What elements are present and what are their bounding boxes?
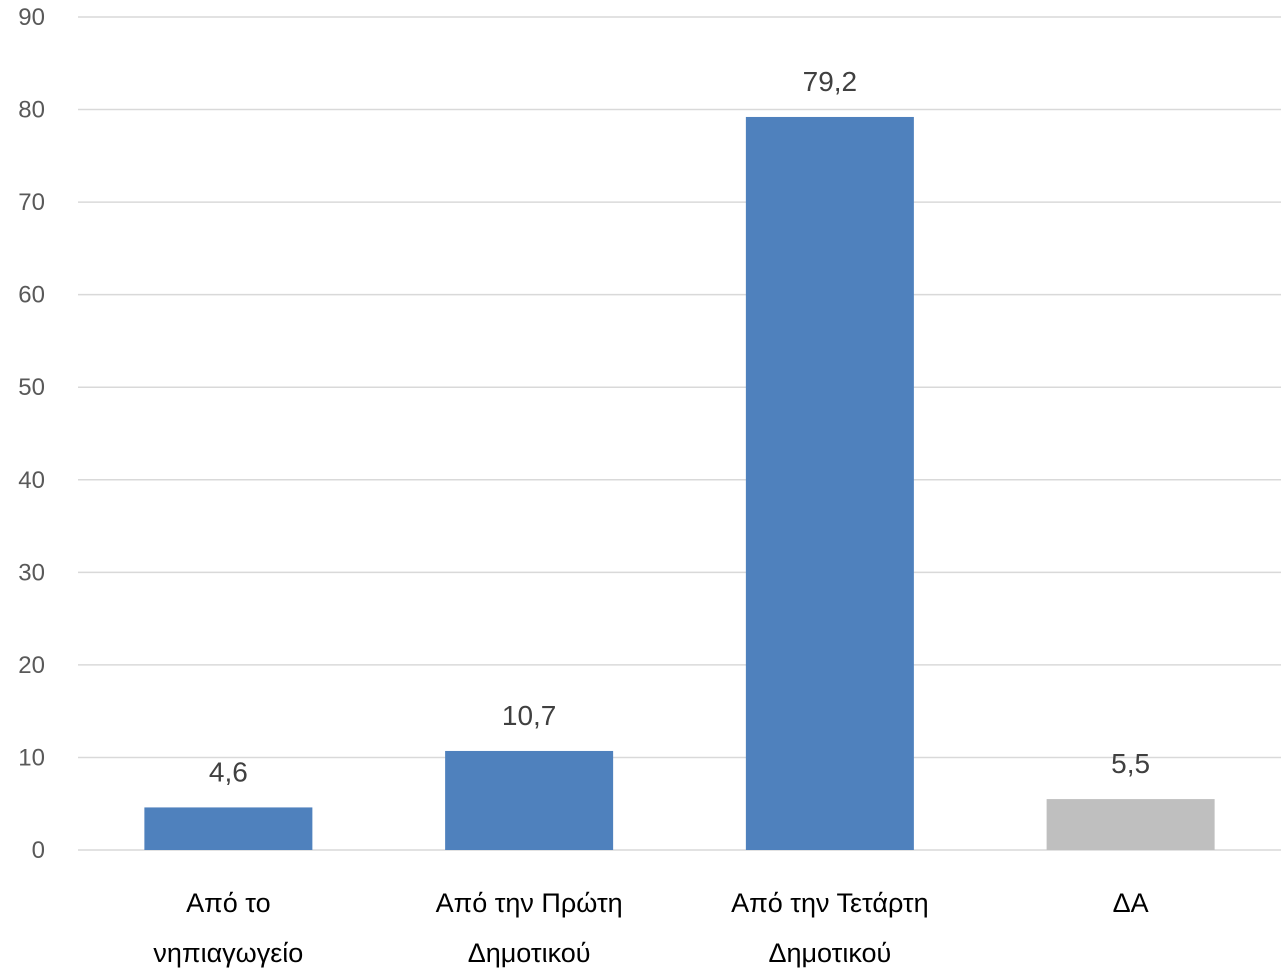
category-label: Από την Τετάρτη [731,888,928,918]
y-tick-label: 50 [18,374,45,401]
y-tick-label: 0 [32,837,45,864]
category-label: ΔΑ [1113,888,1149,918]
category-label: Δημοτικού [768,938,891,968]
x-axis-category-labels: Από το νηπιαγωγείο Από την Πρώτη Δημοτικού Α… [153,888,1148,968]
bar-3 [745,116,914,850]
y-tick-label: 60 [18,282,45,309]
category-label: Από το [186,888,270,918]
data-label: 10,7 [502,700,557,731]
data-label: 79,2 [803,66,858,97]
y-tick-label: 80 [18,97,45,124]
y-tick-label: 70 [18,189,45,216]
y-tick-label: 10 [18,744,45,771]
bar-2 [445,750,614,850]
y-tick-label: 30 [18,559,45,586]
category-label: Από την Πρώτη [436,888,623,918]
gridlines [78,16,1281,851]
bar-1 [144,807,313,850]
y-axis-tick-labels: 0 10 20 30 40 50 60 70 80 90 [18,4,45,864]
bar-4 [1046,799,1215,850]
y-tick-label: 90 [18,4,45,31]
data-label: 4,6 [209,756,248,787]
y-tick-label: 20 [18,652,45,679]
category-label: Δημοτικού [468,938,591,968]
data-labels: 4,6 10,7 79,2 5,5 [209,66,1150,787]
bars [144,116,1215,850]
data-label: 5,5 [1111,748,1150,779]
category-label: νηπιαγωγείο [153,938,303,968]
y-tick-label: 40 [18,467,45,494]
